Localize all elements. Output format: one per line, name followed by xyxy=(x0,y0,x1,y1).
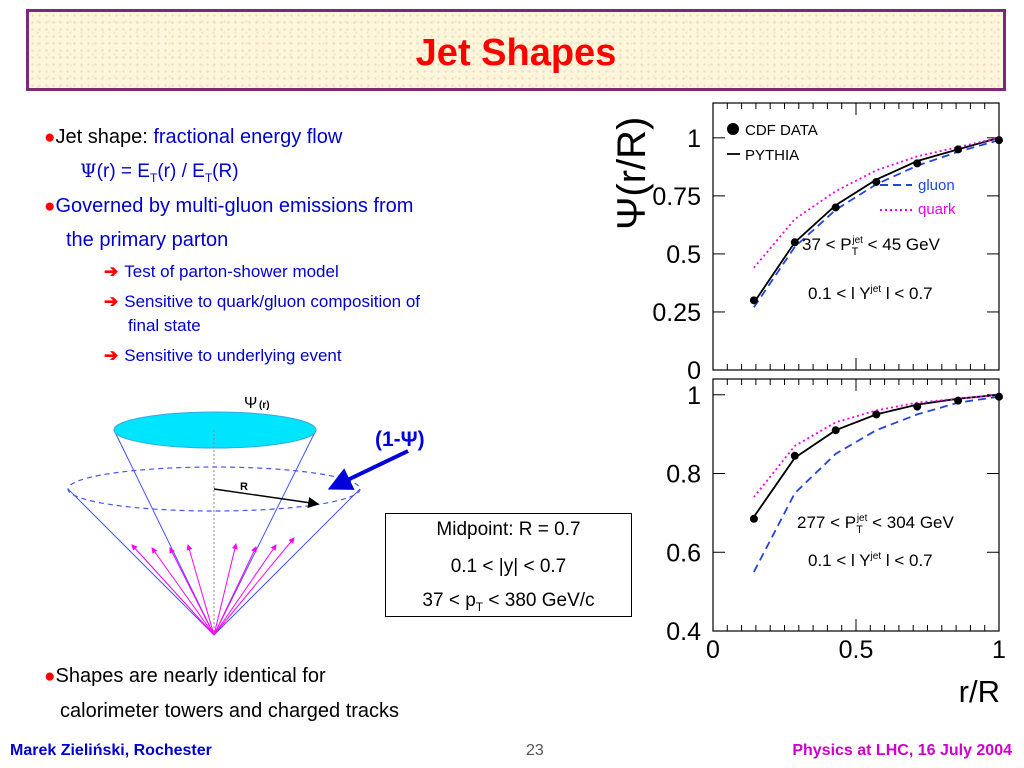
data-point xyxy=(790,238,799,247)
data-point xyxy=(749,514,758,523)
sub-bullet: ➔ Sensitive to underlying event xyxy=(104,346,342,366)
x-tick-label: 0.5 xyxy=(839,636,874,664)
y-tick-label: 0.5 xyxy=(666,241,701,269)
x-tick-label: 0 xyxy=(706,636,720,664)
sub-bullet-cont: final state xyxy=(128,316,201,335)
bullet-jet-shape: ●Jet shape: fractional energy flow xyxy=(44,126,342,149)
bullet-dot-icon: ● xyxy=(44,127,56,148)
y-tick-label: 0.8 xyxy=(666,461,701,489)
data-point xyxy=(831,203,840,212)
annotation-pt-range: 277 < PTjet < 304 GeV xyxy=(797,513,955,536)
formula-line: Ψ(r) = ET(r) / ET(R) xyxy=(80,160,239,185)
cuts-sub: T xyxy=(475,599,484,614)
footer-page-number: 23 xyxy=(526,742,544,759)
bullet-dot-icon: ● xyxy=(44,666,56,687)
bullet-text: Shapes are nearly identical for xyxy=(55,665,326,687)
data-point xyxy=(913,159,922,168)
y-axis-label: Ψ(r/R) xyxy=(610,117,654,230)
data-point xyxy=(790,451,799,460)
bullet-text: Jet shape: xyxy=(55,126,154,148)
sub-bullet-text: Sensitive to quark/gluon composition of xyxy=(124,292,421,311)
y-tick-label: 0.4 xyxy=(666,618,701,646)
bullet-governed: ●Governed by multi-gluon emissions from xyxy=(44,195,413,218)
cuts-text: 37 < p xyxy=(422,590,476,611)
data-point xyxy=(831,426,840,435)
data-point xyxy=(913,402,922,411)
formula-part: (r) = E xyxy=(96,161,150,182)
legend-label-gluon: gluon xyxy=(918,177,955,194)
y-tick-label: 0.75 xyxy=(652,183,701,211)
psi-symbol: Ψ xyxy=(80,160,97,182)
formula-sub: T xyxy=(204,170,213,185)
annotation-y-range: 0.1 < l Yjet l < 0.7 xyxy=(808,551,933,570)
cuts-line-2: 0.1 < |y| < 0.7 xyxy=(450,556,567,577)
sub-bullet: ➔ Sensitive to quark/gluon composition of xyxy=(104,292,420,312)
bullet-governed-cont: the primary parton xyxy=(66,229,229,251)
sub-bullet-text: Sensitive to underlying event xyxy=(124,346,342,365)
bullet-dot-icon: ● xyxy=(44,196,56,217)
cuts-text: < 380 GeV/c xyxy=(483,590,595,611)
cuts-box: Midpoint: R = 0.7 0.1 < |y| < 0.7 37 < p… xyxy=(385,513,632,617)
bullet-highlight: fractional energy flow xyxy=(153,126,343,148)
annotation-pt-range: 37 < PTjet < 45 GeV xyxy=(802,235,941,258)
cuts-line-1: Midpoint: R = 0.7 xyxy=(436,519,581,540)
y-tick-label: 1 xyxy=(687,125,701,153)
series-line-gluon xyxy=(753,139,1000,308)
sub-bullet: ➔ Test of parton-shower model xyxy=(104,262,339,282)
cuts-line-3: 37 < pT < 380 GeV/c xyxy=(386,590,631,614)
legend-label-pythia: PYTHIA xyxy=(745,147,799,164)
footer-event: Physics at LHC, 16 July 2004 xyxy=(792,742,1012,759)
y-tick-label: 0.25 xyxy=(652,299,701,327)
sub-bullet-text: Test of parton-shower model xyxy=(124,262,339,281)
legend-label-quark: quark xyxy=(918,201,956,218)
y-tick-label: 0.6 xyxy=(666,539,701,567)
footer-author: Marek Zieliński, Rochester xyxy=(10,742,212,759)
arrow-right-icon: ➔ xyxy=(104,346,119,365)
formula-sub: T xyxy=(149,170,158,185)
y-tick-label: 1 xyxy=(687,382,701,410)
data-point xyxy=(872,177,881,186)
y-tick-label: 0 xyxy=(687,357,701,385)
formula-part: (R) xyxy=(212,161,239,182)
x-tick-label: 1 xyxy=(992,636,1006,664)
arrow-right-icon: ➔ xyxy=(104,292,119,311)
data-point xyxy=(995,136,1003,145)
arrow-right-icon: ➔ xyxy=(104,262,119,281)
data-point xyxy=(954,396,963,405)
annotation-y-range: 0.1 < l Yjet l < 0.7 xyxy=(808,284,933,303)
formula-part: (r) / E xyxy=(157,161,205,182)
legend-marker-data xyxy=(727,123,739,135)
data-point xyxy=(749,296,758,305)
bullet-shapes-cont: calorimeter towers and charged tracks xyxy=(60,700,400,722)
data-point xyxy=(954,145,963,154)
page-title: Jet Shapes xyxy=(415,32,617,74)
data-point xyxy=(872,410,881,419)
title-banner: Jet Shapes xyxy=(26,9,1006,91)
legend-label-data: CDF DATA xyxy=(745,122,818,139)
series-line-gluon xyxy=(753,395,1000,573)
series-line-quark xyxy=(753,393,1000,498)
plot-frame xyxy=(712,378,1000,632)
bullet-shapes: ●Shapes are nearly identical for xyxy=(44,665,326,688)
x-axis-label: r/R xyxy=(959,674,1000,709)
data-point xyxy=(995,392,1003,401)
bullet-text: Governed by multi-gluon emissions from xyxy=(55,195,414,217)
